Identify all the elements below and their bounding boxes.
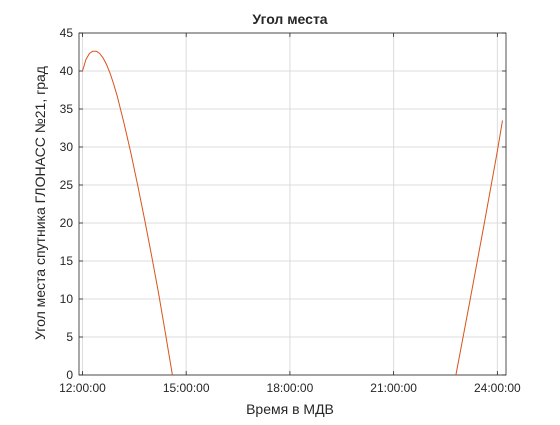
y-tick-label: 40 (60, 64, 74, 78)
y-axis-label: Угол места спутника ГЛОНАСС №21, град (32, 66, 48, 340)
series-layer (82, 50, 503, 376)
x-axis-label: Время в МДВ (246, 401, 334, 417)
y-tick-label: 45 (60, 26, 74, 40)
x-tick-label: 12:00:00 (59, 381, 106, 395)
y-tick-label: 15 (60, 254, 74, 268)
y-tick-label: 10 (60, 292, 74, 306)
y-tick-label: 5 (66, 330, 73, 344)
series-line (455, 120, 503, 376)
y-tick-label: 0 (66, 368, 73, 382)
x-tick-label: 15:00:00 (163, 381, 210, 395)
y-tick-label: 25 (60, 178, 74, 192)
y-tick-label: 30 (60, 140, 74, 154)
x-tick-label: 24:00:00 (474, 381, 521, 395)
chart-title: Угол места (252, 11, 327, 27)
x-tick-label: 21:00:00 (370, 381, 417, 395)
axes: 12:00:00 15:00:00 18:00:00 21:00:00 24:00:00… (59, 26, 521, 395)
series-line (82, 50, 173, 376)
grid-lines (79, 32, 506, 376)
y-tick-label: 35 (60, 102, 74, 116)
x-tick-label: 18:00:00 (267, 381, 314, 395)
y-tick-label: 20 (60, 216, 74, 230)
plot-frame (78, 32, 507, 376)
